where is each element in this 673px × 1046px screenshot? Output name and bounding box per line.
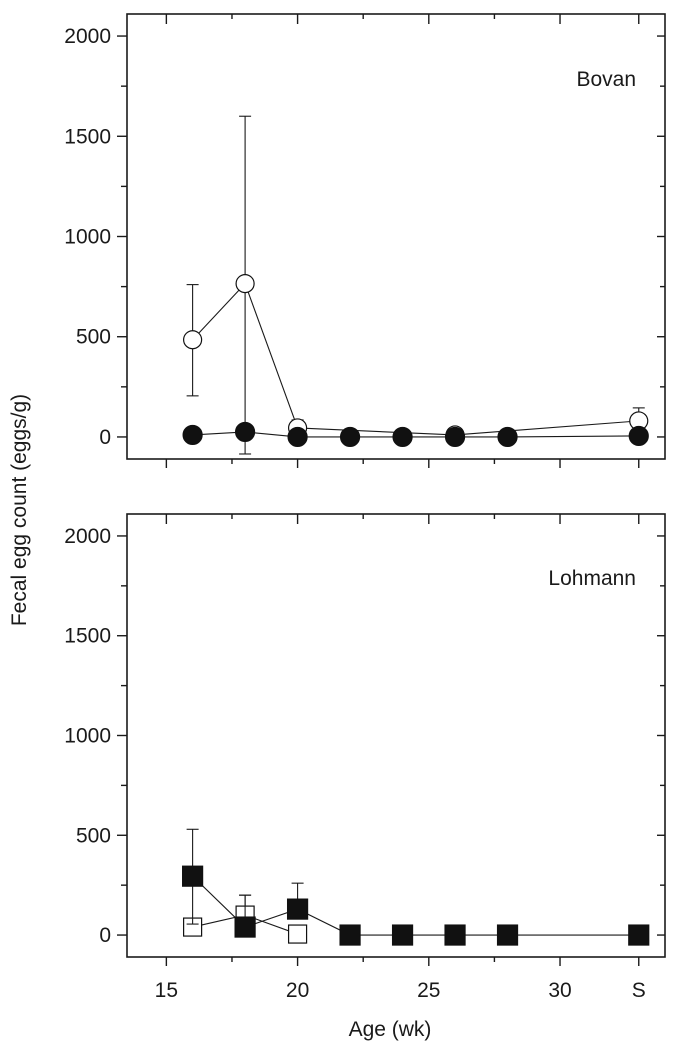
y-tick-label: 0 [99,426,111,449]
x-tick-label: 30 [548,979,571,1002]
data-point [497,426,518,448]
y-tick-label: 1000 [64,725,111,748]
panel-label: Bovan [576,68,636,91]
x-axis-title: Age (wk) [349,1018,432,1041]
data-point [339,924,361,946]
data-point [444,426,466,448]
y-tick-label: 500 [76,824,111,847]
series-filled-circle [182,421,649,448]
data-point [234,916,256,938]
data-point [234,421,256,443]
x-tick-label: 15 [155,979,178,1002]
data-point [391,924,414,946]
data-point [392,426,413,448]
data-point [496,924,519,946]
series-open-circle [183,115,649,455]
data-point [287,426,308,448]
y-tick-label: 1500 [64,125,111,148]
panel-label: Lohmann [548,567,636,590]
data-point [444,924,466,946]
y-tick-label: 1000 [64,226,111,249]
data-point [235,274,255,294]
x-tick-label: 25 [417,979,440,1002]
panels-group: 0 500 1000 1500 2000 Bovan 0 500 1000 1500 2000 15 2… [64,13,666,1002]
series-line [192,875,639,936]
data-point [183,330,203,350]
y-axis-title: Fecal egg count (eggs/g) [8,394,31,626]
y-tick-label: 2000 [64,25,111,48]
data-point [628,924,650,946]
data-point [286,898,309,920]
data-point [339,426,361,448]
series-line [192,282,639,436]
y-tick-label: 1500 [64,625,111,648]
series-filled-square [182,828,650,946]
data-point [182,865,204,887]
panel-bovan: 0 500 1000 1500 2000 Bovan [64,13,666,468]
data-point [287,924,308,944]
data-point [628,425,649,447]
data-point [182,424,203,446]
y-tick-label: 500 [76,326,111,349]
y-tick-label: 2000 [64,525,111,548]
panel-lohmann: 0 500 1000 1500 2000 15 20 25 30 S Lohmann [64,513,666,1002]
x-tick-label: S [632,979,646,1002]
y-tick-label: 0 [99,924,111,947]
x-tick-label: 20 [286,979,309,1002]
